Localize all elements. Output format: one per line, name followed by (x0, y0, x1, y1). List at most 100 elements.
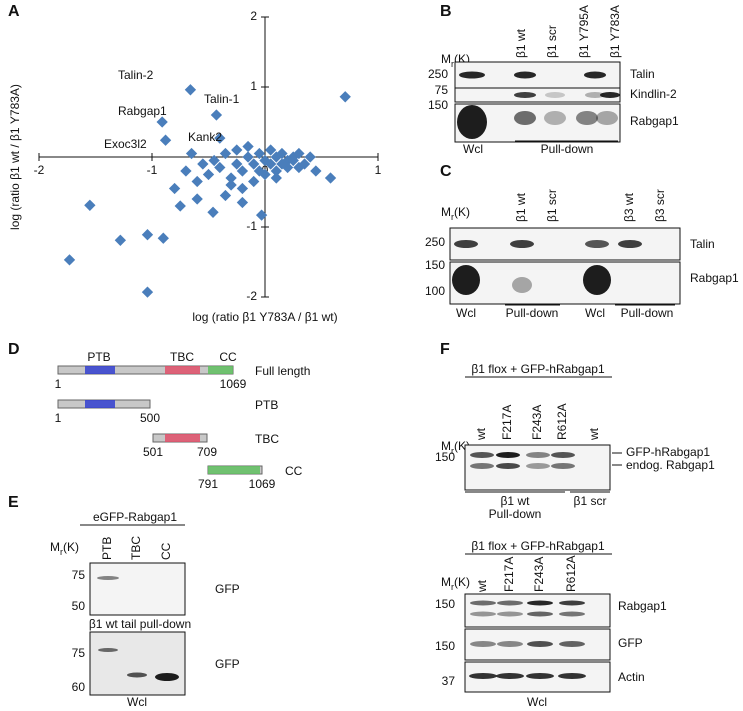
point (191, 175, 203, 188)
point (242, 140, 254, 153)
band (527, 600, 553, 606)
band-label: endog. Rabgap1 (626, 458, 715, 472)
band (551, 463, 575, 469)
domain-label: TBC (170, 350, 194, 364)
lane-label: F217A (500, 405, 514, 440)
band (470, 463, 494, 469)
point (264, 144, 277, 156)
point (84, 199, 96, 211)
marker: 150 (425, 258, 445, 272)
lane-label: wt (475, 579, 489, 593)
point (219, 189, 232, 202)
band (470, 611, 496, 617)
caption: Pull-down (489, 507, 542, 521)
point (225, 179, 237, 191)
point (225, 172, 237, 184)
point (63, 254, 76, 266)
point (253, 147, 266, 160)
point (114, 234, 127, 246)
construct-name: Full length (255, 364, 310, 378)
point (197, 158, 209, 170)
point (231, 144, 243, 156)
mr-sub: r (451, 59, 454, 69)
marker: 150 (435, 450, 455, 464)
caption: Wcl (127, 695, 147, 709)
point (185, 147, 198, 160)
blot (464, 593, 611, 628)
marker: 250 (425, 235, 445, 249)
lane-label: F243A (532, 557, 546, 592)
marker: 150 (435, 639, 455, 653)
point (264, 158, 277, 170)
point (248, 158, 260, 170)
band (559, 600, 585, 606)
band (583, 265, 611, 295)
blot-label: GFP (215, 582, 240, 596)
band (527, 611, 553, 617)
band (497, 641, 523, 647)
mr-label: Mr(K) (441, 575, 470, 592)
band (544, 111, 566, 125)
mr-unit: (K) (454, 575, 470, 589)
band (585, 240, 609, 248)
protein-bar (57, 365, 234, 375)
mr-main: M (441, 205, 451, 219)
domain-label: CC (219, 350, 237, 364)
domain (85, 400, 115, 408)
marker: 75 (435, 83, 449, 97)
residue: 1069 (249, 477, 276, 491)
residue: 709 (197, 445, 217, 459)
residue: 1069 (220, 377, 247, 391)
band (576, 111, 598, 125)
band (559, 641, 585, 647)
mr-unit: (K) (454, 205, 470, 219)
point (210, 109, 223, 121)
band (470, 600, 496, 606)
point (180, 165, 192, 177)
lane-group: Pull-down (621, 306, 674, 320)
lane-label: β1 Y795A (577, 5, 591, 58)
lane-group: β1 wt (501, 494, 531, 508)
band (559, 611, 585, 617)
lane-label: R612A (564, 555, 578, 592)
band (514, 71, 536, 79)
point (141, 229, 154, 241)
point (202, 168, 215, 181)
point (270, 172, 282, 184)
lane-group: β1 scr (574, 494, 607, 508)
marker: 50 (72, 599, 86, 613)
mr-main: M (441, 439, 451, 453)
blot-label: Talin (630, 67, 655, 81)
y-tick-label: -1 (246, 219, 257, 233)
annotation: Exoc3l2 (104, 137, 147, 151)
point (214, 132, 226, 144)
domain (85, 366, 115, 374)
panel-label: F (440, 341, 450, 358)
lane-label: PTB (100, 537, 114, 560)
blot-label: Kindlin-2 (630, 87, 677, 101)
point (236, 165, 249, 177)
blot-label: Rabgap1 (630, 114, 679, 128)
point (207, 206, 219, 218)
point (236, 196, 249, 209)
panel-label: E (8, 494, 19, 511)
domain-label: PTB (87, 350, 110, 364)
point (270, 165, 282, 177)
band-label: GFP-hRabgap1 (626, 445, 710, 459)
point (184, 84, 197, 96)
band (98, 648, 118, 652)
mr-sub: r (451, 446, 454, 456)
point (242, 151, 254, 163)
point (236, 182, 249, 195)
blot (449, 261, 681, 305)
annotation: Talin-1 (204, 92, 240, 106)
band (514, 111, 536, 125)
band (551, 452, 575, 458)
band (496, 452, 520, 458)
point (208, 154, 220, 167)
construct: eGFP-Rabgap1 (93, 510, 177, 524)
point (174, 200, 186, 212)
point (293, 147, 305, 160)
point (293, 161, 305, 174)
